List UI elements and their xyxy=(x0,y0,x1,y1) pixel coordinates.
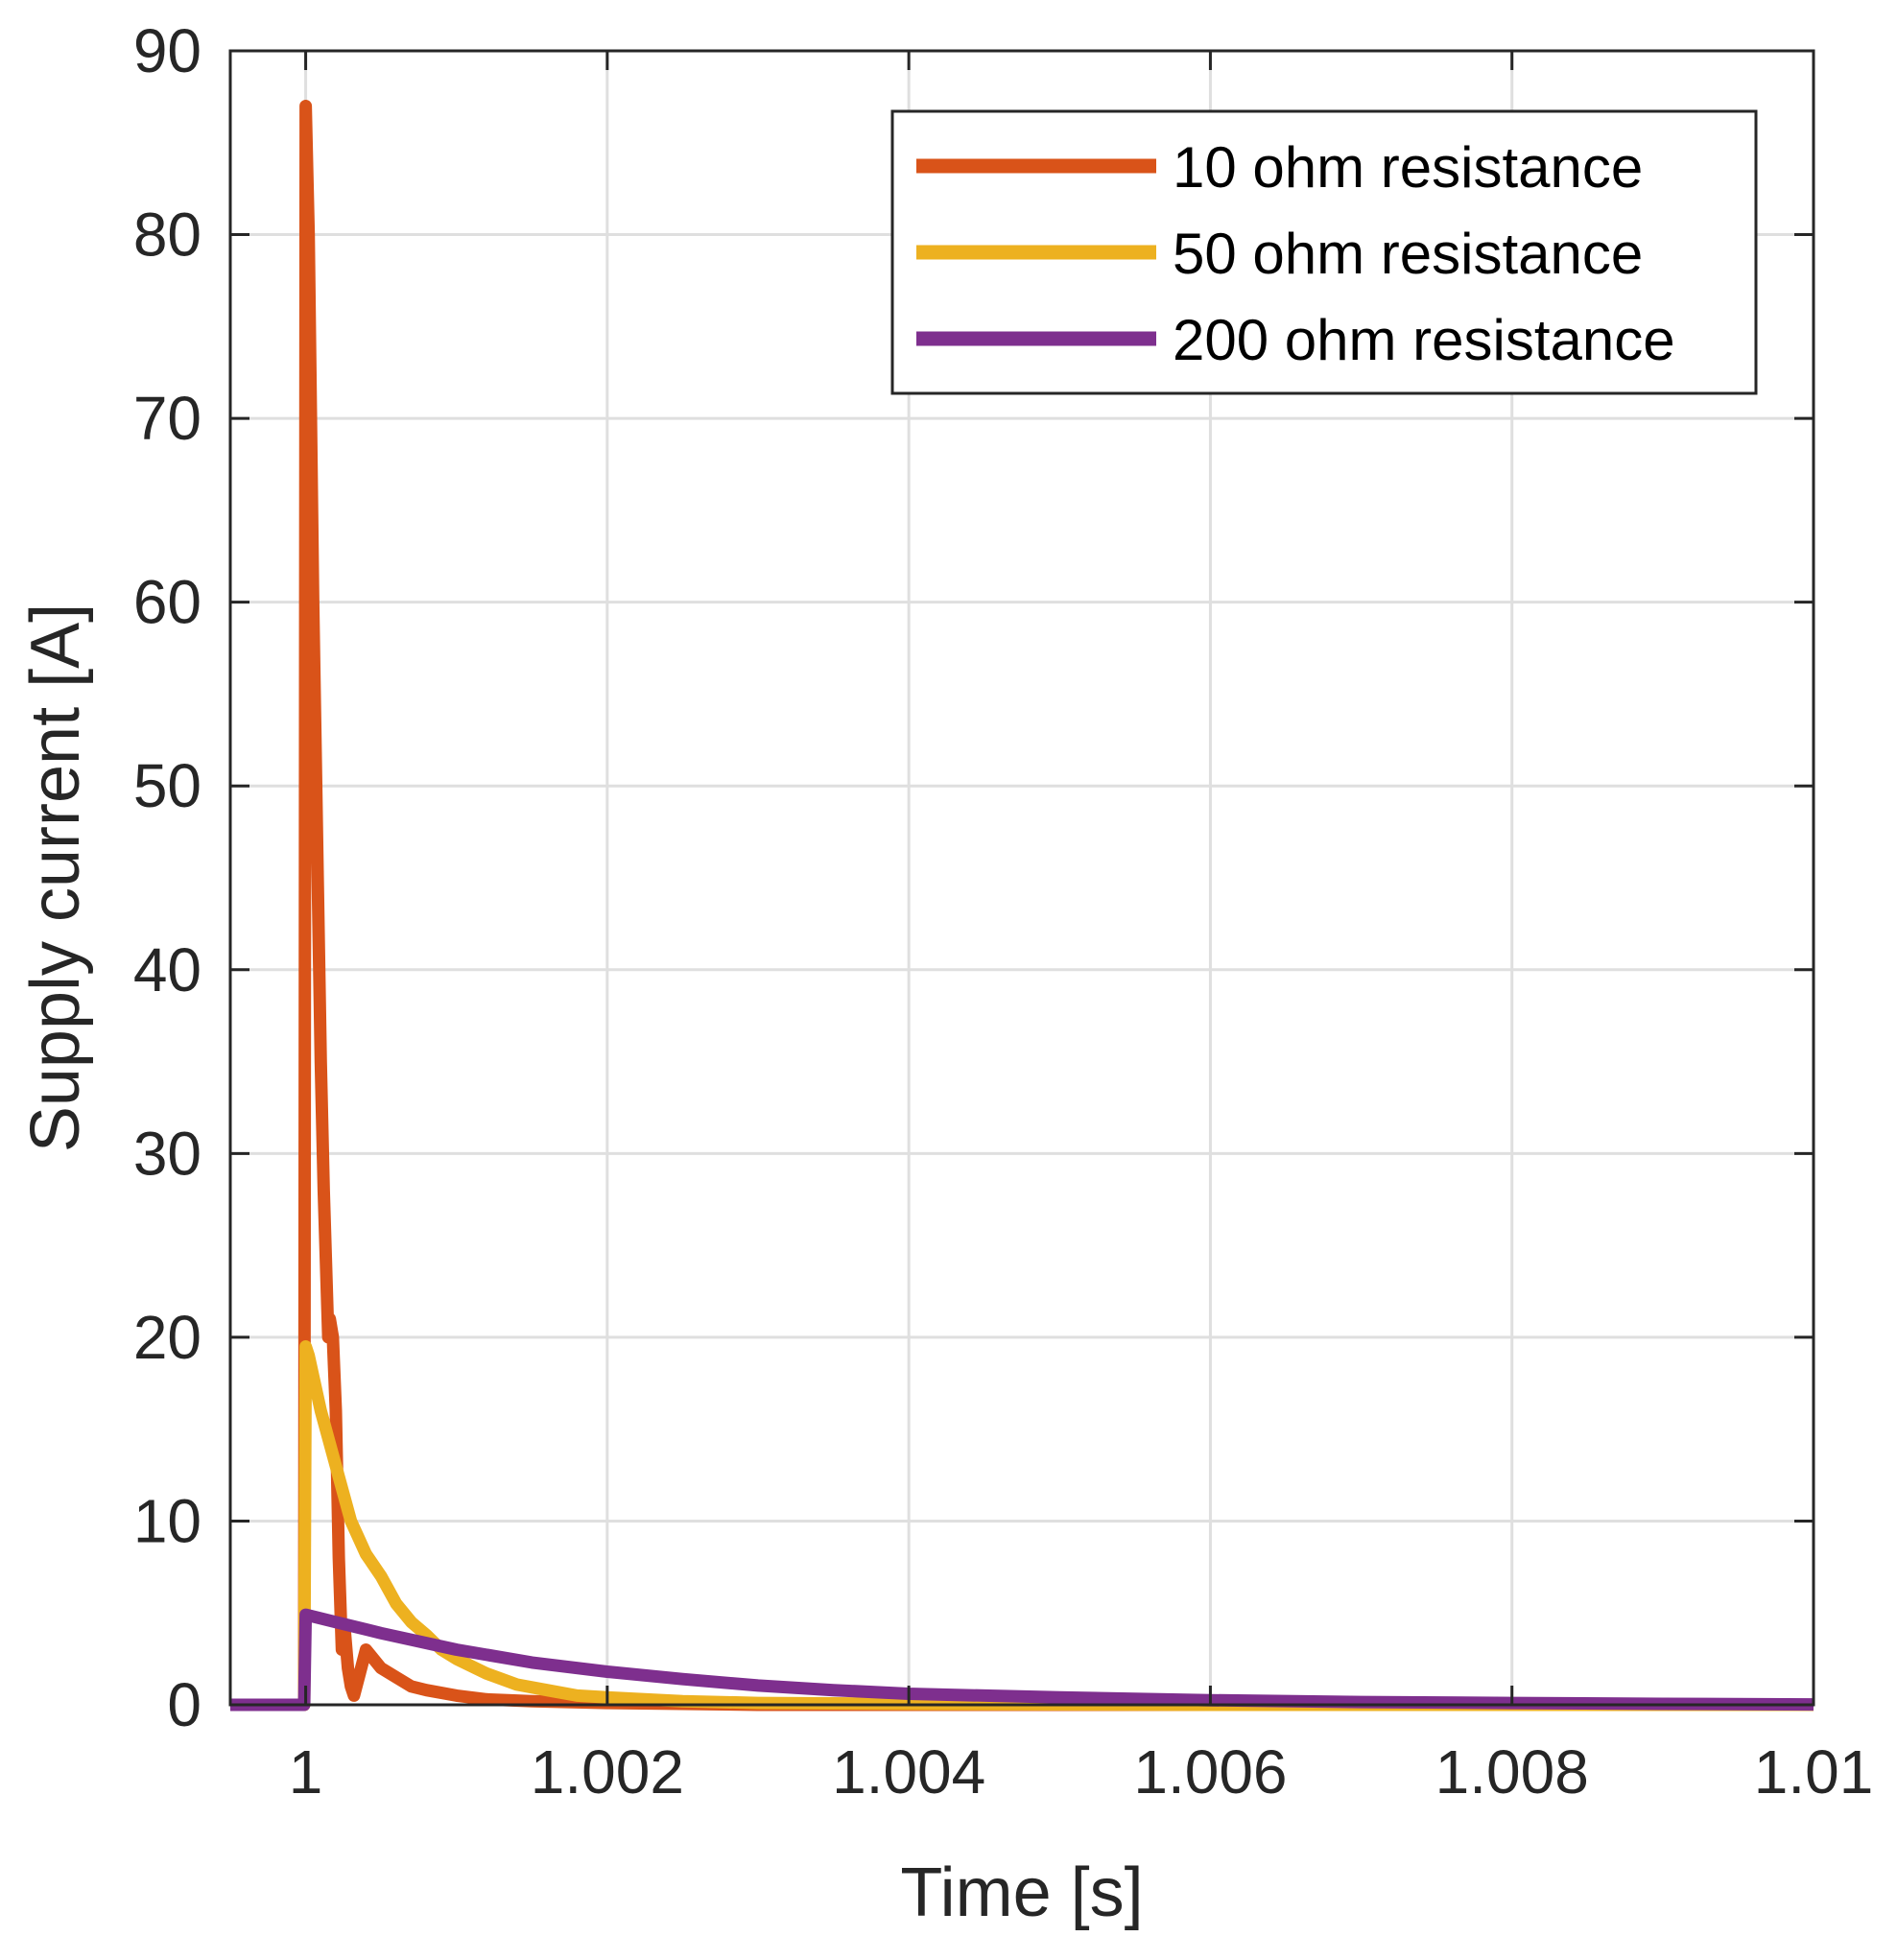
y-tick-label: 80 xyxy=(133,201,202,270)
x-tick-label: 1.008 xyxy=(1435,1737,1589,1807)
plot-frame xyxy=(228,49,1815,1707)
legend-label-200-ohm: 200 ohm resistance xyxy=(1173,308,1675,372)
legend: 10 ohm resistance 50 ohm resistance 200 … xyxy=(890,109,1758,395)
x-axis-title: Time [s] xyxy=(900,1854,1143,1931)
legend-label-10-ohm: 10 ohm resistance xyxy=(1173,135,1643,200)
y-tick-label: 40 xyxy=(133,935,202,1004)
series-10-ohm-line xyxy=(230,100,1814,1712)
legend-label-50-ohm: 50 ohm resistance xyxy=(1173,222,1643,286)
y-tick-label: 20 xyxy=(133,1303,202,1372)
y-tick-label: 30 xyxy=(133,1119,202,1188)
series-200-ohm-line xyxy=(230,1608,1814,1712)
y-tick-label: 50 xyxy=(133,751,202,820)
series-group xyxy=(230,100,1814,1712)
x-tick-label: 1.006 xyxy=(1133,1737,1287,1807)
x-tick-label: 1.004 xyxy=(832,1737,985,1807)
y-tick-label: 90 xyxy=(133,16,202,85)
y-tick-label: 60 xyxy=(133,568,202,637)
y-tick-label: 70 xyxy=(133,384,202,453)
y-tick-label: 10 xyxy=(133,1486,202,1555)
tick-labels: 0 10 20 30 40 50 60 70 80 90 1 1.002 1.004 1.006 1.008… xyxy=(133,16,1873,1807)
x-tick-label: 1 xyxy=(289,1737,323,1807)
y-tick-label: 0 xyxy=(167,1670,202,1739)
y-axis-title: Supply current [A] xyxy=(17,603,94,1152)
x-tick-label: 1.002 xyxy=(531,1737,684,1807)
x-tick-label: 1.01 xyxy=(1754,1737,1874,1807)
